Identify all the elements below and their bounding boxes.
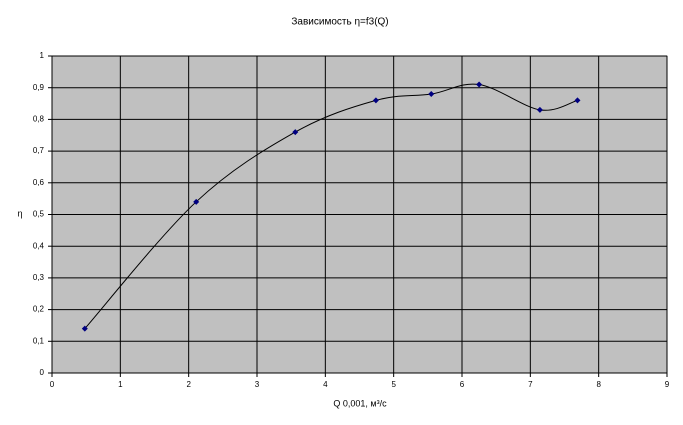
x-tick-label: 3 (255, 380, 260, 389)
data-point (81, 325, 88, 332)
x-axis-label: Q 0,001, м³/с (333, 398, 387, 408)
data-point (193, 198, 200, 205)
x-tick-label: 9 (665, 380, 670, 389)
data-point (574, 97, 581, 104)
x-tick-label: 4 (323, 380, 328, 389)
y-tick-label: 0 (40, 368, 45, 377)
y-tick-label: 0,9 (33, 83, 45, 92)
x-tick-label: 5 (391, 380, 396, 389)
y-tick-label: 1 (40, 51, 45, 60)
x-tick-label: 8 (596, 380, 601, 389)
x-tick-label: 1 (118, 380, 123, 389)
y-tick-label: 0,1 (33, 336, 45, 345)
data-point (372, 97, 379, 104)
data-point (428, 91, 435, 98)
data-point (292, 129, 299, 136)
y-tick-label: 0,6 (33, 178, 45, 187)
y-tick-label: 0,7 (33, 146, 45, 155)
y-tick-label: 0,3 (33, 273, 45, 282)
data-point (536, 106, 543, 113)
x-tick-label: 0 (50, 380, 55, 389)
y-tick-label: 0,8 (33, 115, 45, 124)
x-tick-label: 6 (460, 380, 465, 389)
x-tick-label: 2 (186, 380, 191, 389)
data-point (476, 81, 483, 88)
chart-title: Зависимость η=f3(Q) (291, 17, 388, 28)
y-axis-label: η (17, 208, 22, 218)
x-tick-label: 7 (528, 380, 533, 389)
y-tick-label: 0,5 (33, 210, 45, 219)
y-tick-label: 0,4 (33, 241, 45, 250)
y-tick-label: 0,2 (33, 305, 45, 314)
